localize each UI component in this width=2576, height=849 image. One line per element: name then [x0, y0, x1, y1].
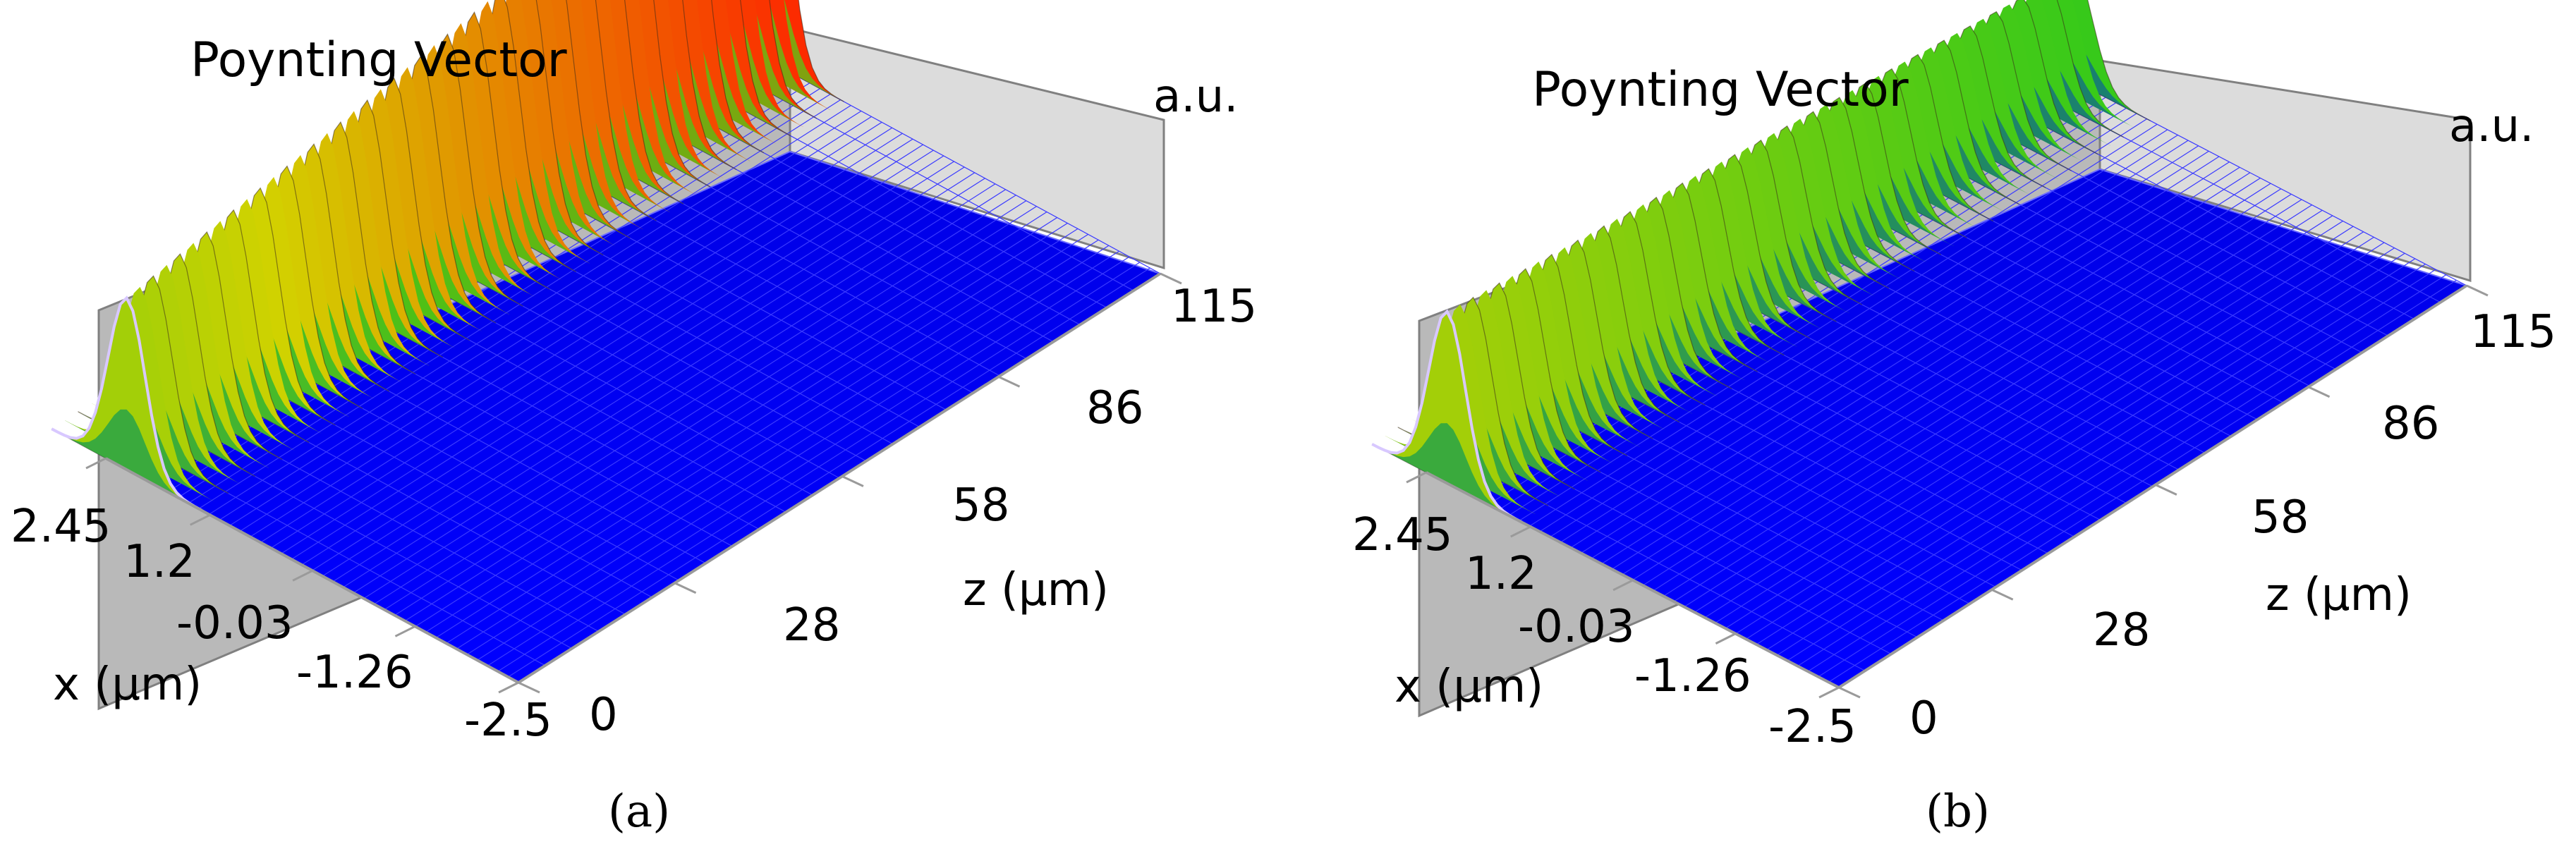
x-tick-mark: [1715, 633, 1737, 645]
x-tick-mark: [1406, 471, 1427, 484]
chart-title: Poynting Vector: [190, 32, 567, 88]
x-axis-label: x (μm): [53, 659, 202, 711]
z-tick-mark: [1160, 272, 1182, 285]
z-tick-mark: [2155, 484, 2177, 496]
z-tick-mark: [842, 475, 864, 487]
z-tick-label: 0: [589, 689, 618, 741]
beam-ridge: [51, 0, 844, 512]
z-axis-line: [1837, 284, 2468, 689]
z-tick-label: 0: [1909, 692, 1938, 745]
x-tick-label: 1.2: [1465, 548, 1537, 600]
ridge-slice-base: [1372, 423, 1522, 523]
x-tick-mark: [1510, 525, 1531, 538]
panel-a: Poynting Vector a.u. x (μm) z (μm) 2.45 …: [11, 0, 1257, 838]
z-tick-label: 58: [2252, 491, 2309, 544]
x-tick-mark: [1612, 579, 1634, 592]
x-tick-label: 2.45: [1352, 509, 1453, 561]
axis-ticks: [1406, 284, 2489, 699]
x-tick-mark: [1818, 686, 1840, 699]
x-tick-label: -1.26: [1634, 650, 1751, 702]
z-tick-label: 86: [1086, 382, 1143, 434]
ridge-front-edge: [1371, 309, 1523, 524]
z-axis-label: z (μm): [2266, 569, 2412, 621]
x-tick-mark: [394, 625, 416, 637]
z-tick-mark: [997, 375, 1021, 388]
z-tick-label: 115: [2470, 306, 2556, 358]
z-tick-mark: [1991, 588, 2014, 601]
back-wall-right: [2098, 59, 2472, 283]
x-tick-label: -2.5: [464, 695, 552, 747]
x-tick-label: -2.5: [1768, 701, 1857, 753]
z-axis-label: z (μm): [963, 564, 1109, 616]
x-tick-label: -0.03: [1518, 601, 1635, 653]
z-value-label: a.u.: [2449, 100, 2534, 152]
x-tick-label: 2.45: [11, 501, 111, 553]
x-tick-label: -1.26: [296, 647, 413, 699]
z-axis-line: [517, 272, 1162, 684]
ridge-front-edge: [51, 295, 202, 512]
z-value-label: a.u.: [1153, 71, 1238, 123]
x-tick-label: 1.2: [123, 536, 195, 588]
z-tick-label: 115: [1171, 281, 1257, 333]
x-tick-label: -0.03: [176, 597, 293, 649]
panel-b: Poynting Vector a.u. x (μm) z (μm) 2.45 …: [1352, 0, 2556, 838]
back-wall-right: [789, 27, 1165, 270]
z-tick-mark: [518, 681, 540, 694]
x-tick-mark: [292, 569, 313, 582]
x-tick-mark: [190, 513, 211, 526]
panel-label: (b): [1926, 786, 1990, 838]
z-tick-label: 58: [952, 480, 1009, 532]
ridge-slice-base: [51, 409, 202, 511]
z-tick-label: 28: [2093, 604, 2150, 656]
axis-ticks: [85, 272, 1182, 694]
z-tick-label: 86: [2382, 398, 2439, 450]
x-axis-label: x (μm): [1395, 661, 1543, 713]
chart-title: Poynting Vector: [1532, 62, 1909, 118]
panel-label: (a): [608, 786, 670, 838]
z-tick-mark: [2466, 284, 2489, 297]
z-tick-label: 28: [783, 599, 840, 652]
z-tick-mark: [674, 582, 697, 594]
x-tick-mark: [498, 681, 519, 694]
z-tick-mark: [2307, 386, 2331, 398]
beam-ridge: [1371, 0, 2151, 524]
z-tick-mark: [1838, 686, 1861, 699]
x-tick-mark: [85, 457, 107, 470]
